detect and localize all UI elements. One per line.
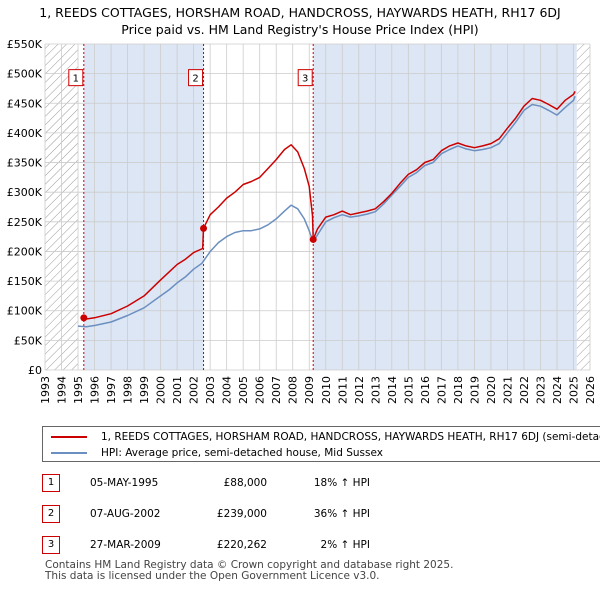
x-tick-label: 2020 [485,376,498,404]
x-tick-label: 2003 [204,376,217,404]
y-tick-label: £0 [28,364,42,377]
chart-title-address: 1, REEDS COTTAGES, HORSHAM ROAD, HANDCRO… [39,5,561,20]
x-tick-label: 2023 [534,376,547,404]
legend-label-hpi: HPI: Average price, semi-detached house,… [101,447,383,459]
transaction-number-badge: 2 [42,505,60,523]
sale-point [200,224,208,232]
x-tick-label: 2021 [501,376,514,404]
x-tick-label: 2009 [303,376,316,404]
sale-marker-label: 2 [192,74,198,85]
y-tick-label: £350K [7,157,43,170]
legend-swatch-hpi [51,452,87,454]
legend-item-hpi: HPI: Average price, semi-detached house,… [43,445,600,461]
x-tick-label: 2015 [402,376,415,404]
x-tick-label: 2013 [369,376,382,404]
x-tick-label: 1998 [122,376,135,404]
x-tick-label: 2005 [237,376,250,404]
x-tick-label: 2010 [320,376,333,404]
y-tick-label: £400K [7,127,43,140]
transaction-price: £239,000 [216,508,267,520]
y-tick-label: £50K [14,334,43,347]
x-tick-label: 2019 [468,376,481,404]
x-tick-label: 2016 [419,376,432,404]
transaction-date: 07-AUG-2002 [90,508,161,520]
transaction-price: £220,262 [216,539,267,551]
chart-legend: 1, REEDS COTTAGES, HORSHAM ROAD, HANDCRO… [42,426,600,462]
x-tick-label: 1995 [72,376,85,404]
x-tick-label: 1997 [105,376,118,404]
x-tick-label: 2011 [336,376,349,404]
ownership-shade [313,44,577,370]
sale-marker-label: 1 [73,74,79,85]
y-tick-label: £250K [7,216,43,229]
transaction-hpi-change: 36% ↑ HPI [313,508,370,520]
x-tick-label: 2012 [353,376,366,404]
chart-subtitle: Price paid vs. HM Land Registry's House … [121,22,479,37]
y-tick-label: £100K [7,305,43,318]
transaction-date: 27-MAR-2009 [90,539,161,551]
transaction-hpi-change: 18% ↑ HPI [313,477,370,489]
x-tick-label: 2018 [452,376,465,404]
transaction-date: 05-MAY-1995 [90,477,159,489]
sale-marker-box [297,69,313,87]
y-tick-label: £300K [7,186,43,199]
transaction-row: 1 05-MAY-1995 £88,000 18% ↑ HPI [0,474,600,494]
property-price-line [83,91,576,320]
transaction-row: 3 27-MAR-2009 £220,262 2% ↑ HPI [0,536,600,556]
price-chart: 1 2 3 £0 £50K £100K £150K £200K £250K £300K £350K… [7,38,597,404]
x-tick-label: 2026 [584,376,597,404]
x-tick-label: 2025 [567,376,580,404]
x-tick-label: 1996 [89,376,102,404]
legend-label-property: 1, REEDS COTTAGES, HORSHAM ROAD, HANDCRO… [101,431,600,443]
transaction-number-badge: 3 [42,536,60,554]
ownership-shade [83,44,204,370]
sale-marker-box [188,69,204,87]
x-tick-label: 2002 [188,376,201,404]
sale-point [80,314,88,322]
x-tick-label: 2024 [551,376,564,404]
transaction-number-badge: 1 [42,474,60,492]
y-tick-label: £550K [7,38,43,51]
hpi-line [77,95,576,328]
y-tick-label: £200K [7,245,43,258]
y-tick-label: £450K [7,97,43,110]
x-tick-label: 2006 [254,376,267,404]
x-tick-label: 2001 [171,376,184,404]
y-tick-label: £150K [7,275,43,288]
x-tick-label: 1994 [56,376,69,404]
x-tick-label: 1993 [39,376,52,404]
x-tick-label: 2014 [386,376,399,404]
transaction-price: £88,000 [223,477,267,489]
x-tick-label: 2022 [518,376,531,404]
footer-copyright: Contains HM Land Registry data © Crown c… [45,559,454,571]
transaction-row: 2 07-AUG-2002 £239,000 36% ↑ HPI [0,505,600,525]
footer-licence: This data is licensed under the Open Gov… [45,570,380,582]
hatch-region-after [576,44,590,370]
legend-swatch-property [51,436,87,438]
x-tick-label: 2004 [221,376,234,404]
footer-attribution: Contains HM Land Registry data © Crown c… [45,560,453,582]
sale-point [309,235,317,243]
x-tick-label: 1999 [138,376,151,404]
legend-item-property: 1, REEDS COTTAGES, HORSHAM ROAD, HANDCRO… [43,429,600,445]
x-tick-label: 2008 [287,376,300,404]
transaction-hpi-change: 2% ↑ HPI [320,539,370,551]
x-tick-label: 2000 [155,376,168,404]
x-tick-label: 2017 [435,376,448,404]
sale-marker-label: 3 [302,74,308,85]
y-tick-label: £500K [7,68,43,81]
x-tick-label: 2007 [270,376,283,404]
sale-marker-box [68,69,84,87]
